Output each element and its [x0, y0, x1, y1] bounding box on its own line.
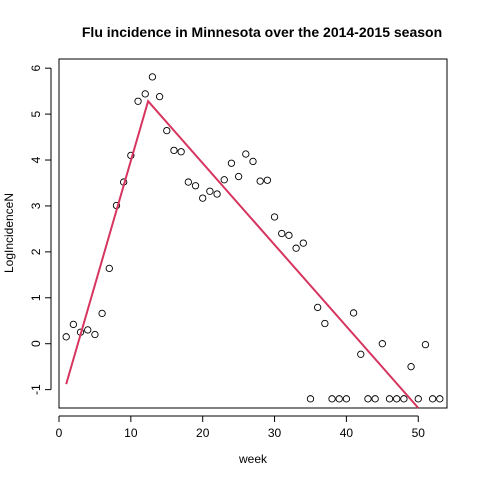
data-point [227, 159, 236, 167]
x-tick-label: 20 [196, 426, 210, 440]
y-tick-label: 0 [29, 340, 43, 347]
x-tick-label: 10 [124, 426, 138, 440]
data-point [385, 395, 394, 403]
data-point [364, 395, 372, 403]
data-point [184, 178, 192, 186]
data-point [84, 326, 92, 334]
data-point [134, 97, 142, 105]
data-point [206, 187, 214, 195]
data-point [91, 330, 99, 339]
data-point [428, 395, 437, 403]
data-point [328, 395, 336, 403]
y-tick-label: 1 [29, 294, 43, 301]
data-point [270, 213, 279, 221]
data-point [357, 350, 365, 358]
data-point [263, 176, 272, 184]
data-point [191, 182, 200, 190]
data-point [306, 395, 315, 403]
fit-line-group [65, 99, 420, 409]
data-point [321, 319, 329, 328]
y-tick-label: -1 [29, 384, 43, 395]
x-tick-label: 40 [340, 426, 354, 440]
data-point [141, 90, 149, 98]
y-tick-label: 4 [29, 156, 43, 163]
data-point [163, 126, 171, 135]
data-point [285, 231, 293, 239]
y-tick-label: 2 [29, 248, 43, 255]
data-point [371, 395, 379, 403]
data-point [407, 363, 415, 371]
y-axis-label: LogIncidenceN [2, 193, 16, 273]
data-point [421, 340, 430, 349]
plot-frame [58, 58, 448, 409]
data-point [62, 333, 70, 341]
data-point [177, 148, 185, 156]
y-axis: -1 0 1 2 3 4 5 6 [29, 65, 52, 395]
x-tick-label: 0 [56, 426, 63, 440]
data-point [436, 395, 444, 403]
data-point [98, 309, 106, 318]
data-point [199, 194, 207, 202]
data-point [314, 303, 322, 312]
chart-title: Flu incidence in Minnesota over the 2014… [82, 24, 442, 40]
data-point [170, 146, 178, 155]
data-point [105, 264, 113, 273]
x-tick-label: 30 [268, 426, 282, 440]
data-point [256, 177, 264, 185]
data-point [69, 320, 78, 329]
data-point [400, 395, 408, 403]
x-tick-label: 50 [412, 426, 426, 440]
data-point [349, 309, 358, 317]
data-point [148, 73, 157, 81]
data-point [278, 229, 286, 238]
data-point [393, 395, 401, 403]
x-axis-label: week [238, 452, 268, 466]
y-tick-label: 5 [29, 110, 43, 117]
data-point [155, 93, 164, 101]
data-point [335, 395, 343, 403]
data-point [213, 190, 221, 198]
y-tick-label: 3 [29, 202, 43, 209]
data-point [342, 395, 351, 403]
data-point [220, 176, 228, 184]
data-point [299, 239, 307, 247]
y-tick-label: 6 [29, 65, 43, 72]
data-point [292, 244, 300, 252]
x-axis: 0 10 20 30 40 50 [56, 415, 426, 440]
fit-line [65, 99, 420, 409]
data-point [414, 395, 422, 403]
data-point [242, 150, 250, 158]
data-point [249, 157, 257, 166]
data-points [62, 73, 444, 403]
data-point [378, 340, 386, 348]
data-point [234, 172, 243, 181]
